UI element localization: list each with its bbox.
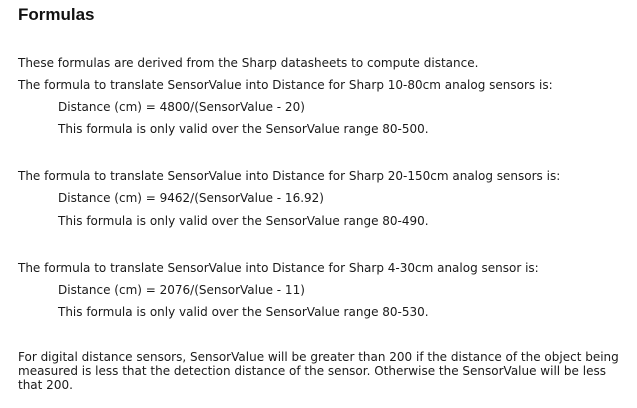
- section-3-heading: The formula to translate SensorValue int…: [18, 261, 539, 275]
- digital-sensor-note: For digital distance sensors, SensorValu…: [18, 350, 619, 392]
- page-title: Formulas: [18, 5, 95, 24]
- section-2-formula: Distance (cm) = 9462/(SensorValue - 16.9…: [58, 191, 324, 205]
- section-2-validity: This formula is only valid over the Sens…: [58, 214, 429, 228]
- section-1-heading: The formula to translate SensorValue int…: [18, 78, 553, 92]
- section-1-validity: This formula is only valid over the Sens…: [58, 122, 429, 136]
- section-1-formula: Distance (cm) = 4800/(SensorValue - 20): [58, 100, 305, 114]
- section-3-validity: This formula is only valid over the Sens…: [58, 305, 429, 319]
- section-3-formula: Distance (cm) = 2076/(SensorValue - 11): [58, 283, 305, 297]
- section-2-heading: The formula to translate SensorValue int…: [18, 169, 561, 183]
- intro-text: These formulas are derived from the Shar…: [18, 56, 479, 70]
